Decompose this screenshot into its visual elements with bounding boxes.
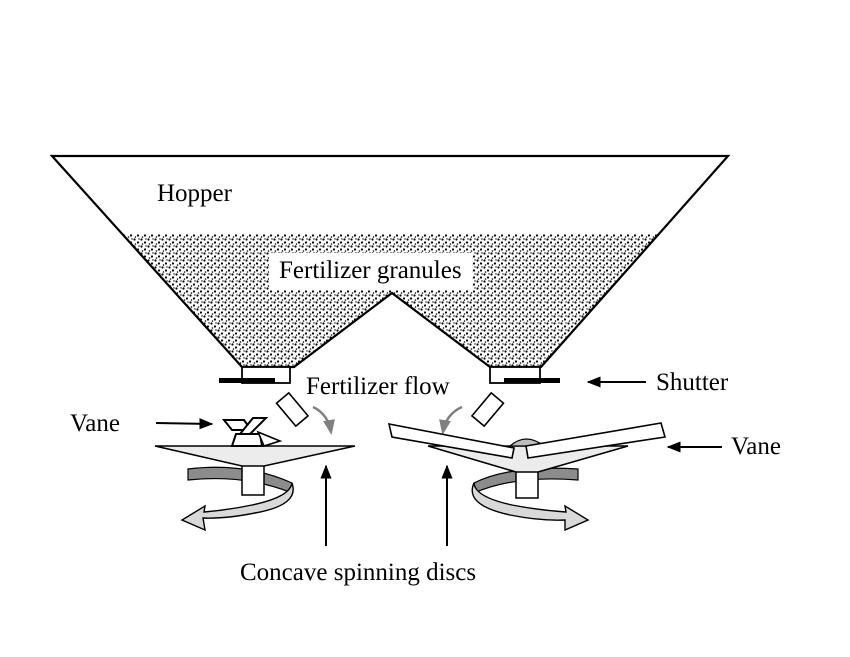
vane-right-label: Vane xyxy=(731,433,781,460)
shaft-right xyxy=(515,469,539,499)
hopper-label: Hopper xyxy=(157,180,232,207)
vane-right-bar-left xyxy=(387,422,515,459)
disc-left xyxy=(154,445,356,467)
arrow-vane-left xyxy=(155,418,214,430)
flow-arrow-right xyxy=(439,405,463,435)
flow-arrow-left xyxy=(312,405,335,435)
vane-left-label: Vane xyxy=(70,410,120,437)
left-disc-assembly xyxy=(154,417,356,532)
vane-left-shape xyxy=(221,417,283,447)
rotation-arrow-left-back xyxy=(187,466,293,494)
drop-tube-right xyxy=(470,391,505,428)
drop-tube-left xyxy=(275,391,310,428)
rotation-arrow-right-back xyxy=(473,467,579,494)
right-disc-assembly xyxy=(387,422,667,532)
rotation-arrow-right-front xyxy=(471,482,590,532)
shutter-left xyxy=(219,378,275,383)
vane-right-bar-right xyxy=(525,422,667,459)
rotation-arrow-left-front xyxy=(180,482,294,532)
discs-label: Concave spinning discs xyxy=(240,559,477,586)
flow-label: Fertilizer flow xyxy=(306,373,450,400)
granules-label: Fertilizer granules xyxy=(269,253,472,290)
shaft-left xyxy=(241,464,265,496)
shutter-label: Shutter xyxy=(656,369,729,396)
shutter-right xyxy=(504,378,560,383)
